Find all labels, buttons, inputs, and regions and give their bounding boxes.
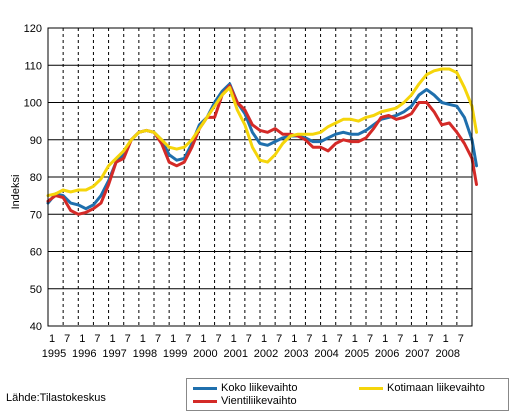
series-line-0 [46,82,478,211]
legend-swatch-vienti [193,399,217,403]
legend-label-koko: Koko liikevaihto [221,382,298,394]
series-line-1 [46,84,478,216]
month-tick-label: 1 [140,333,146,345]
legend-label-kotimaa: Kotimaan liikevaihto [387,382,485,394]
y-tick-label: 80 [30,172,42,184]
month-tick-label: 1 [412,333,418,345]
plot-frame [47,27,473,327]
year-tick-label: 2002 [254,348,278,360]
month-tick-label: 7 [367,333,373,345]
year-tick-label: 2008 [435,348,459,360]
y-tick-label: 90 [30,135,42,147]
month-tick-label: 7 [185,333,191,345]
y-tick-label: 40 [30,321,42,333]
y-axis-label: Indeksi [10,175,22,210]
legend-swatch-koko [193,386,217,390]
year-tick-label: 1999 [163,348,187,360]
month-tick-label: 1 [170,333,176,345]
month-tick-label: 7 [94,333,100,345]
month-tick-label: 1 [79,333,85,345]
legend-item-vienti: Vientiliikevaihto [193,395,297,407]
y-tick-label: 60 [30,247,42,259]
month-tick-label: 1 [382,333,388,345]
month-tick-label: 1 [231,333,237,345]
month-tick-label: 7 [428,333,434,345]
month-tick-label: 1 [49,333,55,345]
year-tick-label: 2005 [345,348,369,360]
month-tick-label: 1 [443,333,449,345]
y-tick-label: 120 [24,23,42,35]
y-tick-label: 50 [30,284,42,296]
year-tick-label: 2003 [284,348,308,360]
year-tick-label: 1996 [72,348,96,360]
year-tick-label: 2004 [314,348,338,360]
legend-item-koko: Koko liikevaihto [193,382,297,394]
y-tick-label: 110 [24,60,42,72]
year-tick-label: 1995 [42,348,66,360]
month-tick-label: 1 [110,333,116,345]
month-tick-label: 7 [216,333,222,345]
grid [48,27,472,327]
month-tick-label: 7 [246,333,252,345]
month-tick-label: 7 [458,333,464,345]
month-tick-label: 7 [397,333,403,345]
month-tick-label: 1 [322,333,328,345]
legend-swatch-kotimaa [359,386,383,390]
source-label: Lähde:Tilastokeskus [6,392,106,404]
legend-label-vienti: Vientiliikevaihto [221,395,297,407]
y-tick-label: 100 [24,98,42,110]
series-layer [46,67,478,216]
year-tick-label: 1997 [102,348,126,360]
month-tick-label: 1 [352,333,358,345]
month-tick-label: 7 [276,333,282,345]
month-tick-label: 7 [306,333,312,345]
legend: Koko liikevaihto Vientiliikevaihto Kotim… [186,378,509,411]
year-tick-label: 2007 [405,348,429,360]
month-tick-label: 1 [291,333,297,345]
y-tick-label: 70 [30,209,42,221]
year-tick-label: 2001 [223,348,247,360]
series-line-2 [46,67,478,198]
month-tick-label: 7 [125,333,131,345]
month-tick-label: 7 [155,333,161,345]
month-tick-label: 7 [337,333,343,345]
month-tick-label: 7 [64,333,70,345]
legend-item-kotimaa: Kotimaan liikevaihto [359,382,485,394]
year-tick-label: 1998 [133,348,157,360]
month-tick-label: 1 [200,333,206,345]
month-tick-label: 1 [261,333,267,345]
year-tick-label: 2000 [193,348,217,360]
year-tick-label: 2006 [375,348,399,360]
